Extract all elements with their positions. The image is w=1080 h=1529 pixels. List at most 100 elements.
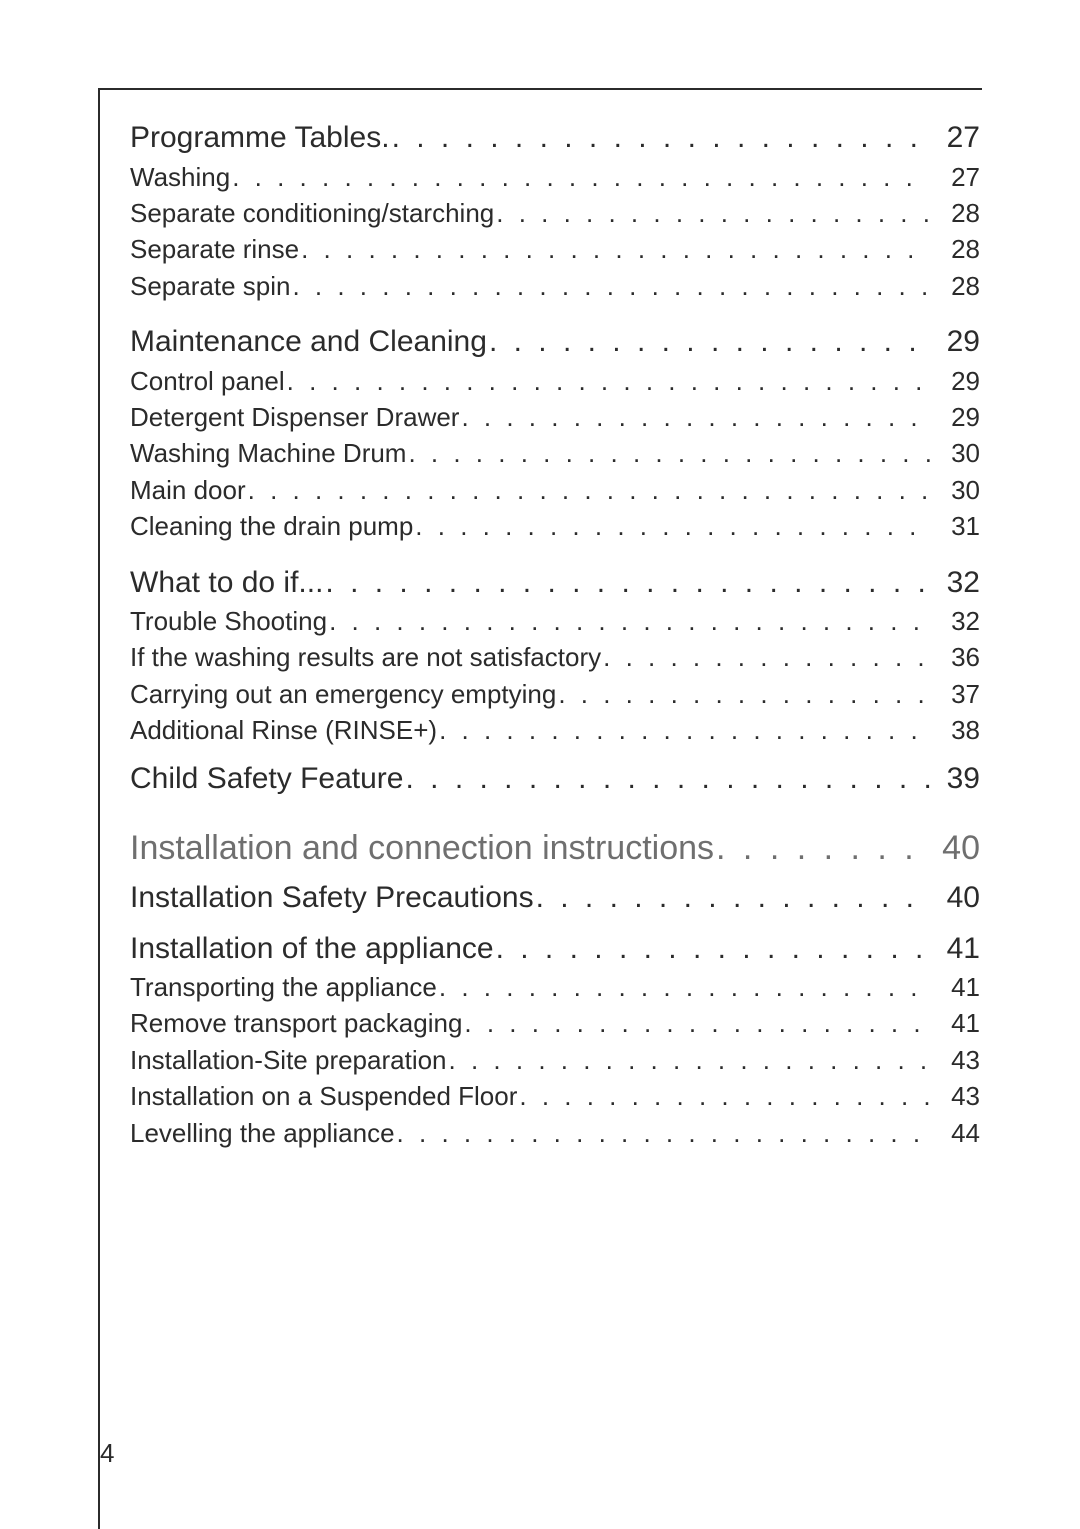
- top-rule: [98, 88, 982, 92]
- toc-label: Installation on a Suspended Floor: [130, 1078, 517, 1114]
- toc-page-number: 43: [936, 1042, 980, 1078]
- toc-page-number: 29: [936, 399, 980, 435]
- toc-container: Programme Tables. 27Washing27Separate con…: [130, 118, 980, 1151]
- toc-leader-dots: [405, 759, 930, 800]
- toc-label: Carrying out an emergency emptying: [130, 676, 556, 712]
- toc-row: Trouble Shooting 32: [130, 603, 980, 639]
- page: Programme Tables. 27Washing27Separate con…: [0, 0, 1080, 1529]
- toc-leader-dots: [496, 195, 930, 231]
- toc-label: Main door: [130, 472, 246, 508]
- toc-row: Transporting the appliance 41: [130, 969, 980, 1005]
- toc-leader-dots: [536, 878, 930, 919]
- toc-leader-dots: [558, 676, 930, 712]
- toc-label: Transporting the appliance: [130, 969, 437, 1005]
- toc-label: Installation Safety Precautions: [130, 878, 534, 919]
- toc-row: What to do if...32: [130, 563, 980, 604]
- toc-page-number: 40: [936, 878, 980, 919]
- toc-gap: [130, 749, 980, 759]
- toc-leader-dots: [449, 1042, 930, 1078]
- toc-page-number: 44: [936, 1115, 980, 1151]
- toc-label: Maintenance and Cleaning: [130, 322, 487, 363]
- toc-gap: [130, 545, 980, 563]
- toc-row: Washing Machine Drum30: [130, 435, 980, 471]
- toc-row: Detergent Dispenser Drawer29: [130, 399, 980, 435]
- toc-page-number: 43: [936, 1078, 980, 1114]
- toc-leader-dots: [287, 363, 930, 399]
- toc-row: Child Safety Feature 39: [130, 759, 980, 800]
- toc-page-number: 31: [936, 508, 980, 544]
- toc-row: If the washing results are not satisfact…: [130, 639, 980, 675]
- toc-page-number: 32: [936, 603, 980, 639]
- toc-page-number: 29: [936, 363, 980, 399]
- toc-label: Additional Rinse (RINSE+): [130, 712, 437, 748]
- toc-page-number: 32: [936, 563, 980, 604]
- toc-label: Control panel: [130, 363, 285, 399]
- toc-leader-dots: [292, 268, 930, 304]
- toc-leader-dots: [232, 159, 930, 195]
- toc-leader-dots: [464, 1005, 930, 1041]
- toc-page-number: 39: [936, 759, 980, 800]
- toc-page-number: 41: [936, 969, 980, 1005]
- toc-label: Separate conditioning/starching: [130, 195, 494, 231]
- toc-label: Programme Tables.: [130, 118, 390, 159]
- toc-gap: [130, 919, 980, 929]
- toc-page-number: 28: [936, 195, 980, 231]
- toc-leader-dots: [408, 435, 930, 471]
- toc-page-number: 27: [936, 159, 980, 195]
- toc-gap: [130, 868, 980, 878]
- toc-leader-dots: [439, 969, 930, 1005]
- toc-label: Separate spin: [130, 268, 290, 304]
- toc-row: Cleaning the drain pump 31: [130, 508, 980, 544]
- toc-page-number: 30: [936, 435, 980, 471]
- toc-page-number: 36: [936, 639, 980, 675]
- toc-page-number: 28: [936, 231, 980, 267]
- table-of-contents: Programme Tables. 27Washing27Separate con…: [130, 118, 980, 1151]
- toc-row: Maintenance and Cleaning 29: [130, 322, 980, 363]
- toc-leader-dots: [248, 472, 930, 508]
- toc-label: Trouble Shooting: [130, 603, 327, 639]
- toc-leader-dots: [329, 603, 930, 639]
- toc-page-number: 40: [936, 829, 980, 868]
- toc-leader-dots: [716, 829, 930, 868]
- toc-leader-dots: [397, 1115, 930, 1151]
- toc-leader-dots: [415, 508, 930, 544]
- toc-label: If the washing results are not satisfact…: [130, 639, 601, 675]
- toc-page-number: 29: [936, 322, 980, 363]
- toc-row: Installation of the appliance 41: [130, 929, 980, 970]
- toc-leader-dots: [301, 231, 930, 267]
- toc-label: Separate rinse: [130, 231, 299, 267]
- toc-gap: [130, 799, 980, 829]
- toc-row: Washing27: [130, 159, 980, 195]
- toc-label: Remove transport packaging: [130, 1005, 462, 1041]
- page-number: 4: [100, 1438, 114, 1469]
- toc-leader-dots: [461, 399, 930, 435]
- toc-leader-dots: [496, 929, 930, 970]
- toc-label: Installation of the appliance: [130, 929, 494, 970]
- toc-row: Additional Rinse (RINSE+) 38: [130, 712, 980, 748]
- toc-row: Programme Tables. 27: [130, 118, 980, 159]
- toc-leader-dots: [392, 118, 930, 159]
- toc-label: Child Safety Feature: [130, 759, 403, 800]
- toc-row: Main door30: [130, 472, 980, 508]
- toc-page-number: 27: [936, 118, 980, 159]
- toc-page-number: 37: [936, 676, 980, 712]
- toc-row: Remove transport packaging 41: [130, 1005, 980, 1041]
- toc-row: Carrying out an emergency emptying 37: [130, 676, 980, 712]
- toc-page-number: 41: [936, 1005, 980, 1041]
- toc-label: Cleaning the drain pump: [130, 508, 413, 544]
- toc-row: Installation and connection instructions…: [130, 829, 980, 868]
- toc-row: Separate conditioning/starching 28: [130, 195, 980, 231]
- toc-row: Installation on a Suspended Floor 43: [130, 1078, 980, 1114]
- toc-page-number: 41: [936, 929, 980, 970]
- toc-row: Separate rinse 28: [130, 231, 980, 267]
- toc-label: Installation-Site preparation: [130, 1042, 447, 1078]
- toc-gap: [130, 304, 980, 322]
- toc-leader-dots: [519, 1078, 930, 1114]
- toc-row: Control panel 29: [130, 363, 980, 399]
- toc-row: Installation Safety Precautions 40: [130, 878, 980, 919]
- toc-page-number: 28: [936, 268, 980, 304]
- toc-row: Installation-Site preparation 43: [130, 1042, 980, 1078]
- toc-leader-dots: [439, 712, 930, 748]
- toc-page-number: 38: [936, 712, 980, 748]
- toc-row: Separate spin 28: [130, 268, 980, 304]
